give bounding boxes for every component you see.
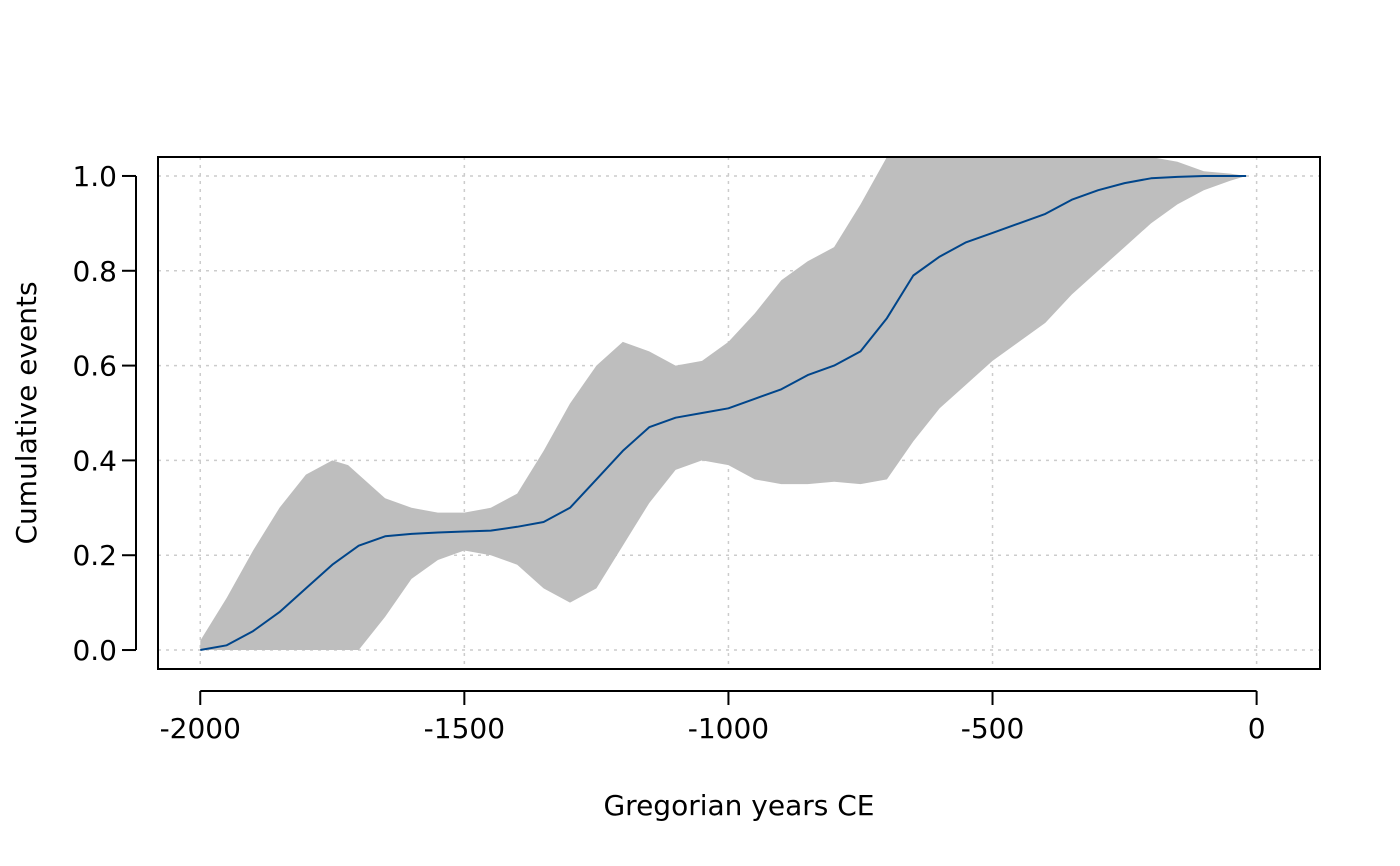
confidence-band-layer bbox=[200, 157, 1247, 650]
y-axis: 0.0 0.2 0.4 0.6 0.8 1.0 bbox=[72, 160, 137, 667]
x-tick-label-3: -500 bbox=[961, 712, 1025, 745]
y-axis-title: Cumulative events bbox=[10, 281, 43, 544]
y-tick-label-1: 0.2 bbox=[72, 539, 117, 572]
x-axis-title: Gregorian years CE bbox=[603, 789, 874, 822]
x-tick-label-4: 0 bbox=[1248, 712, 1266, 745]
mean-line-layer bbox=[200, 175, 1247, 651]
y-tick-label-3: 0.6 bbox=[72, 350, 117, 383]
y-tick-label-0: 0.0 bbox=[72, 634, 117, 667]
x-axis: -2000 -1500 -1000 -500 0 bbox=[160, 690, 1266, 745]
x-tick-label-1: -1500 bbox=[424, 712, 505, 745]
y-tick-label-2: 0.4 bbox=[72, 444, 117, 477]
confidence-band bbox=[200, 157, 1247, 650]
mean-cumulative-line-0 bbox=[200, 175, 1247, 651]
x-tick-label-0: -2000 bbox=[160, 712, 241, 745]
x-tick-label-2: -1000 bbox=[688, 712, 769, 745]
y-tick-label-4: 0.8 bbox=[72, 255, 117, 288]
plot-frame bbox=[157, 156, 1321, 670]
y-tick-label-5: 1.0 bbox=[72, 160, 117, 193]
